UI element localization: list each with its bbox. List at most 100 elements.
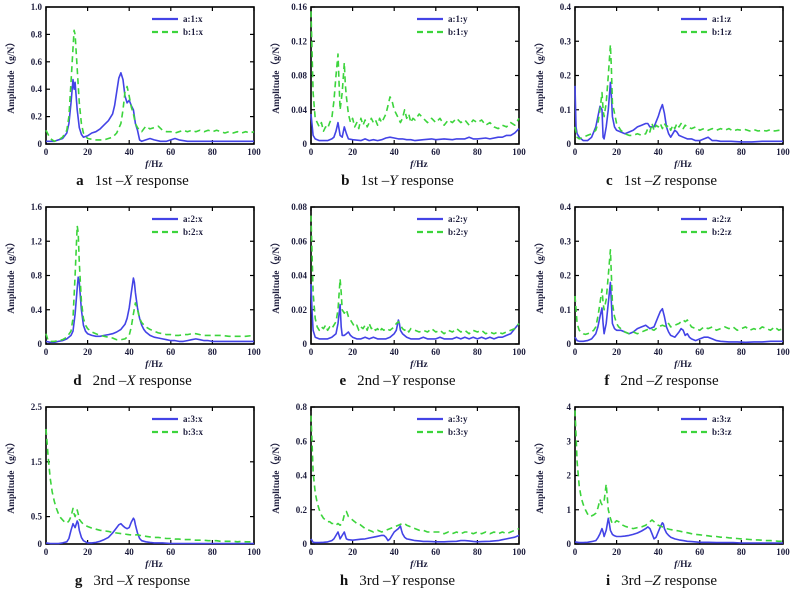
y-tick-label: 0.2 xyxy=(295,505,307,515)
x-tick-label: 100 xyxy=(247,547,261,557)
x-tick-label: 20 xyxy=(83,347,93,357)
y-tick-label: 3 xyxy=(566,436,571,446)
y-axis-label: Amplitude（g/N） xyxy=(5,37,17,114)
y-tick-label: 1.2 xyxy=(30,236,42,246)
x-axis-label: f/Hz xyxy=(145,360,163,370)
y-tick-label: 0.2 xyxy=(30,112,42,122)
caption-letter: a xyxy=(76,173,84,189)
y-axis-label: Amplitude（g/N） xyxy=(270,237,282,314)
x-tick-label: 20 xyxy=(83,147,93,157)
x-tick-label: 100 xyxy=(247,147,261,157)
y-tick-label: 0 xyxy=(566,339,571,349)
caption-letter: c xyxy=(605,173,613,189)
y-tick-label: 1 xyxy=(566,505,571,515)
legend-label-b: b:1:z xyxy=(712,27,732,37)
y-tick-label: 0.6 xyxy=(295,436,307,446)
legend-label-b: b:2:x xyxy=(183,227,203,237)
x-tick-label: 40 xyxy=(389,547,399,557)
x-tick-label: 100 xyxy=(776,147,790,157)
legend-label-a: a:1:y xyxy=(448,14,468,24)
x-tick-label: 60 xyxy=(695,547,705,557)
y-tick-label: 0.5 xyxy=(30,512,42,522)
caption-text-post: response xyxy=(662,373,719,389)
series-a-1-z-line xyxy=(573,81,783,143)
x-tick-label: 40 xyxy=(653,147,663,157)
chart-e: 0 20 40 60 80 100 0 0.02 0.04 0.06 0.08 f/Hz Amplitu… xyxy=(270,202,526,370)
subplot-b: 0 20 40 60 80 100 0 0.04 0.08 0.12 0.16 f/Hz Amplitu… xyxy=(265,0,530,200)
y-tick-label: 0 xyxy=(566,139,571,149)
y-tick-label: 0.8 xyxy=(30,29,42,39)
y-tick-label: 0.3 xyxy=(559,236,571,246)
y-tick-label: 0.1 xyxy=(559,105,571,115)
subplot-caption: a 1st –X response xyxy=(76,173,189,190)
series-b-1-x-line xyxy=(44,29,254,143)
x-tick-label: 20 xyxy=(612,147,622,157)
subplot-a: 0 20 40 60 80 100 0 0.2 0.4 0.6 0.8 1.0 f/Hz Amplitud… xyxy=(0,0,265,200)
series-a-3-x-line xyxy=(45,517,254,545)
x-tick-label: 80 xyxy=(472,147,482,157)
caption-axis-letter: Z xyxy=(654,373,663,389)
x-tick-label: 20 xyxy=(612,547,622,557)
subplot-g: 0 20 40 60 80 100 0 0.5 1.5 2.5 f/Hz Amplitude（g/N）… xyxy=(0,400,265,608)
caption-text-post: response xyxy=(397,173,454,189)
series-a-2-y-line xyxy=(309,284,520,340)
series-a-2-x-line xyxy=(45,276,254,344)
caption-text-pre: 3rd – xyxy=(621,573,653,589)
legend-label-a: a:1:x xyxy=(183,14,203,24)
y-axis-label: Amplitude（g/N） xyxy=(270,37,282,114)
x-axis-label: f/Hz xyxy=(410,160,428,170)
subplot-f: 0 20 40 60 80 100 0 0.1 0.2 0.3 0.4 f/Hz Amplitude（g… xyxy=(530,200,793,400)
legend-label-a: a:3:y xyxy=(448,414,468,424)
series-b-3-x-line xyxy=(44,428,254,543)
chart-a: 0 20 40 60 80 100 0 0.2 0.4 0.6 0.8 1.0 f/Hz Amplitud… xyxy=(5,2,261,170)
x-tick-label: 80 xyxy=(207,547,217,557)
x-tick-label: 0 xyxy=(572,547,577,557)
y-axis-label: Amplitude（g/N） xyxy=(534,437,546,514)
x-axis-label: f/Hz xyxy=(674,160,692,170)
y-axis-label: Amplitude（g/N） xyxy=(534,37,546,114)
legend-label-a: a:2:z xyxy=(712,214,731,224)
y-tick-label: 0.2 xyxy=(559,71,571,81)
caption-axis-letter: Z xyxy=(652,573,661,589)
x-tick-label: 80 xyxy=(736,147,746,157)
subplot-caption: g 3rd –X response xyxy=(75,573,190,590)
chart-d: 0 20 40 60 80 100 0 0.4 0.8 1.2 1.6 f/Hz Amplitude（g… xyxy=(5,202,261,370)
y-tick-label: 0.08 xyxy=(291,202,307,212)
series-a-1-x-line xyxy=(45,72,254,143)
caption-text-post: response xyxy=(135,373,192,389)
x-axis-label: f/Hz xyxy=(410,560,428,570)
caption-text-pre: 2nd – xyxy=(357,373,391,389)
x-tick-label: 60 xyxy=(166,547,176,557)
axis-box xyxy=(44,406,255,545)
y-tick-label: 0 xyxy=(37,539,42,549)
y-tick-label: 0 xyxy=(37,139,42,149)
x-axis-label: f/Hz xyxy=(674,360,692,370)
y-tick-label: 0.04 xyxy=(291,271,307,281)
y-axis-label: Amplitude（g/N） xyxy=(270,437,282,514)
legend-label-a: a:3:x xyxy=(183,414,203,424)
subplot-caption: h 3rd –Y response xyxy=(340,573,455,590)
y-tick-label: 0 xyxy=(302,139,307,149)
caption-text-post: response xyxy=(399,373,456,389)
series-a-3-y-line xyxy=(309,525,519,544)
x-tick-label: 40 xyxy=(124,147,134,157)
y-tick-label: 0.16 xyxy=(291,2,307,12)
x-tick-label: 0 xyxy=(308,347,313,357)
x-tick-label: 40 xyxy=(653,347,663,357)
x-tick-label: 0 xyxy=(572,347,577,357)
y-tick-label: 0 xyxy=(566,539,571,549)
subplot-caption: c 1st –Z response xyxy=(606,173,717,190)
legend-label-b: b:2:y xyxy=(448,227,468,237)
caption-letter: e xyxy=(339,373,347,389)
x-tick-label: 20 xyxy=(83,547,93,557)
caption-text-pre: 3rd – xyxy=(359,573,391,589)
x-tick-label: 0 xyxy=(308,147,313,157)
caption-letter: d xyxy=(73,373,82,389)
series-b-2-z-line xyxy=(573,248,783,336)
y-tick-label: 2.5 xyxy=(30,402,42,412)
x-tick-label: 20 xyxy=(348,147,358,157)
subplot-caption: d 2nd –X response xyxy=(73,373,192,390)
caption-text-pre: 1st – xyxy=(623,173,653,189)
